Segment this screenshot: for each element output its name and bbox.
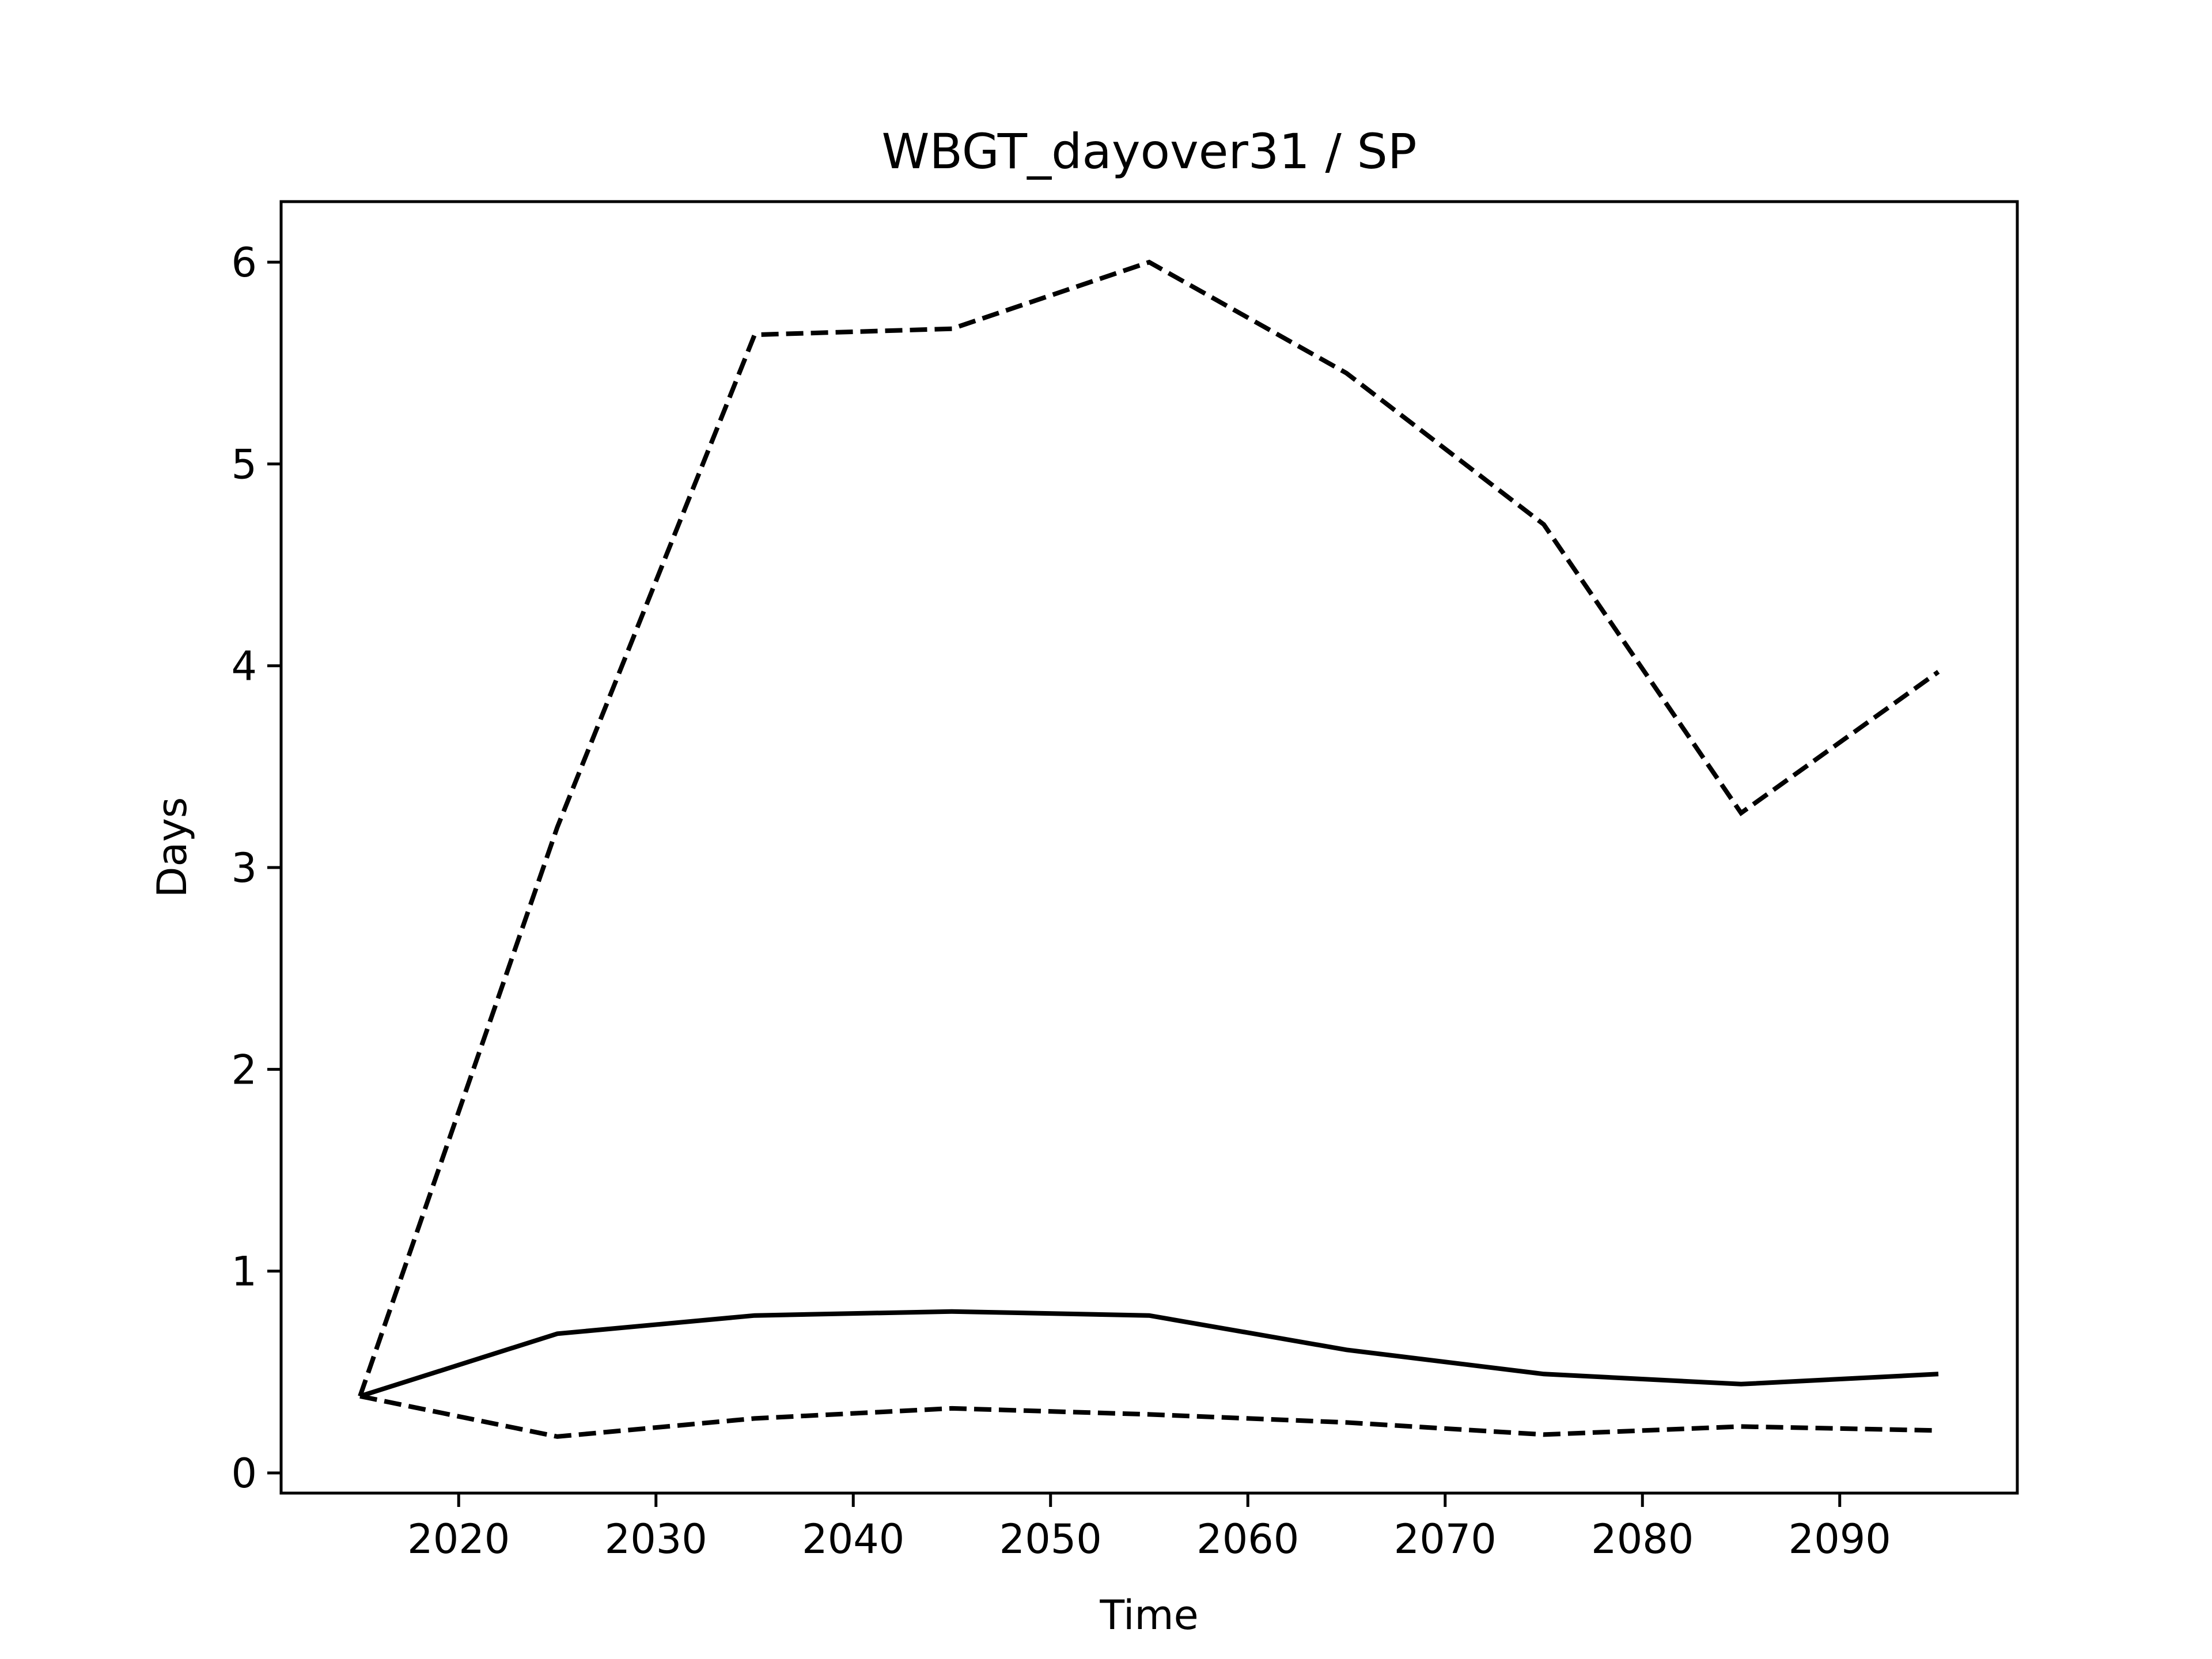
x-tick-label: 2040 — [802, 1516, 904, 1563]
y-tick-label: 3 — [231, 844, 257, 892]
y-tick-label: 4 — [231, 643, 257, 690]
y-tick-label: 6 — [231, 239, 257, 286]
x-tick-label: 2060 — [1196, 1516, 1299, 1563]
x-tick-label: 2090 — [1789, 1516, 1891, 1563]
plot-frame — [279, 200, 2019, 1495]
y-tick-label: 2 — [231, 1046, 257, 1093]
y-tick-label: 1 — [231, 1248, 257, 1296]
y-axis: 0 1 2 3 4 5 6 — [231, 239, 281, 1497]
y-axis-label: Days — [149, 797, 196, 898]
dashed-series-line-3 — [359, 1393, 1939, 1439]
x-tick-label: 2080 — [1591, 1516, 1694, 1563]
x-tick-label: 2050 — [999, 1516, 1102, 1563]
x-axis-label: Time — [1099, 1592, 1198, 1639]
solid-series-line-1 — [359, 1309, 1939, 1399]
y-tick-label: 0 — [231, 1450, 257, 1497]
x-axis: 2020 2030 2040 2050 2060 2070 2080 2090 — [407, 1493, 1891, 1563]
series-layer — [358, 259, 1940, 1439]
dashed-series-line-2 — [358, 259, 1940, 1397]
chart-title: WBGT_dayover31 / SP — [881, 123, 1416, 180]
y-tick-label: 5 — [231, 441, 257, 488]
x-tick-label: 2020 — [407, 1516, 510, 1563]
x-tick-label: 2070 — [1394, 1516, 1497, 1563]
x-tick-label: 2030 — [605, 1516, 707, 1563]
